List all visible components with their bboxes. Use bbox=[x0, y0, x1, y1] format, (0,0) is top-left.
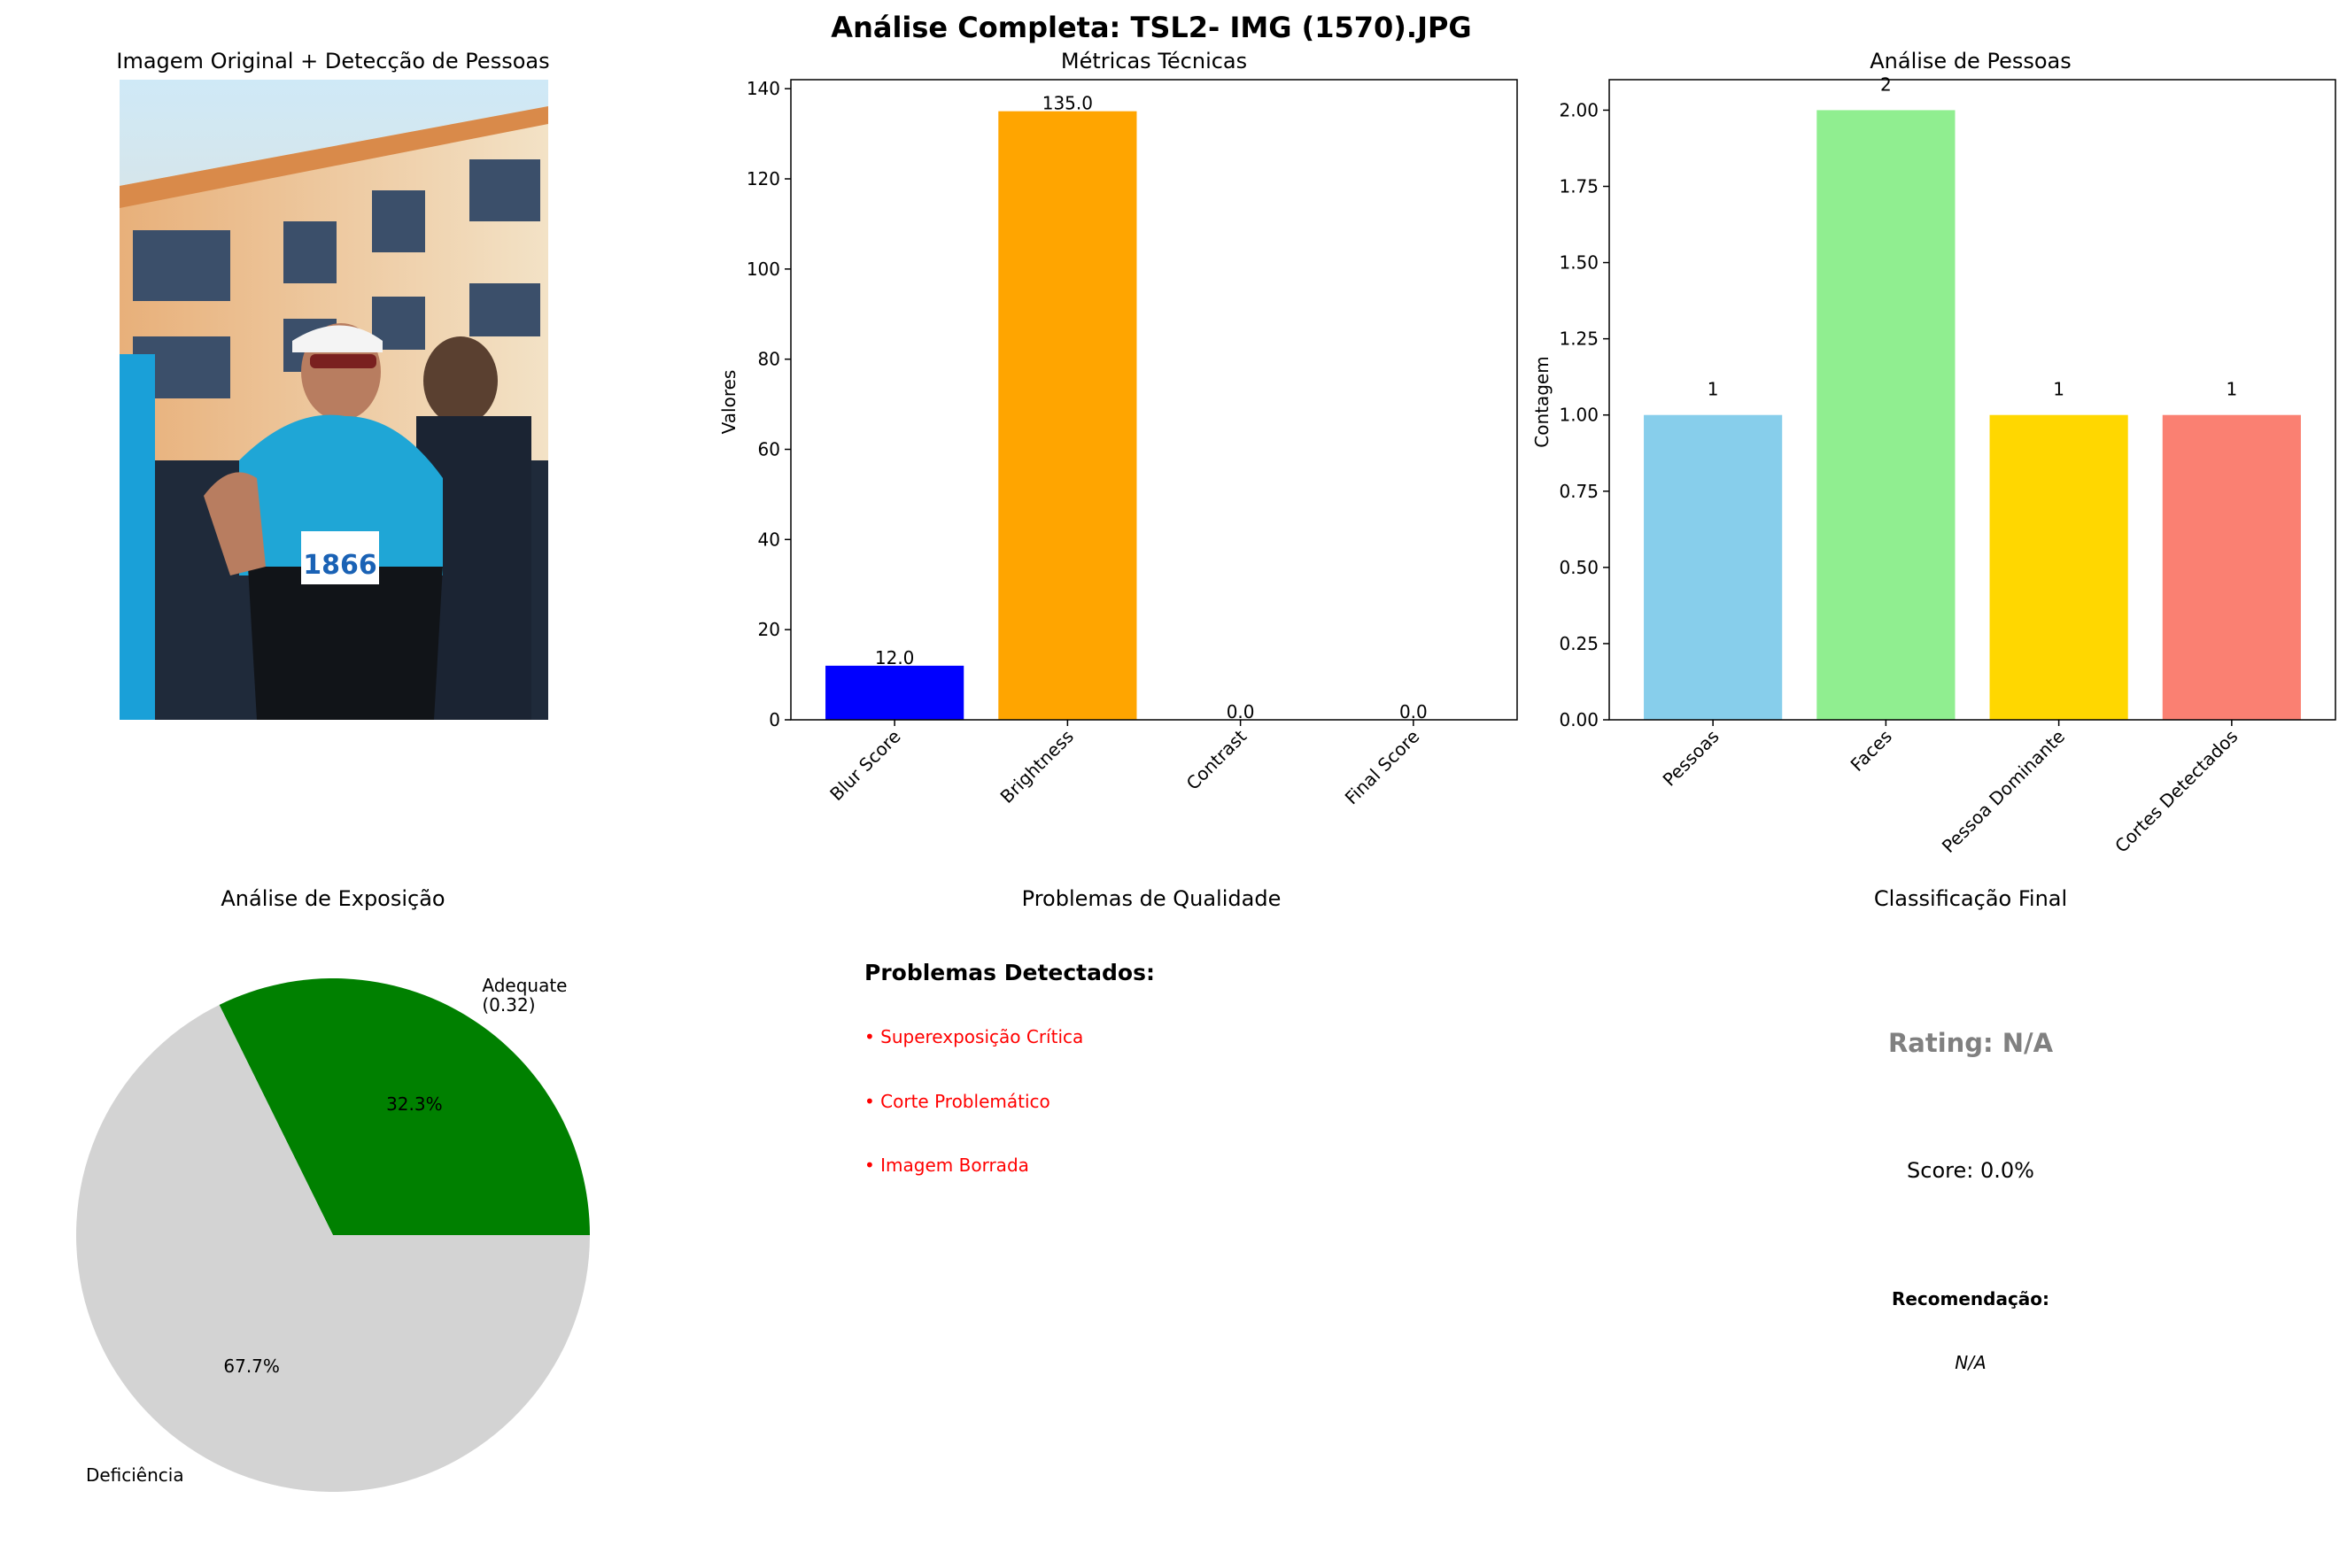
classificacao-panel: Classificação Final Rating: N/A Score: 0… bbox=[1874, 886, 2067, 1373]
problema-item: • Corte Problemático bbox=[864, 1091, 1050, 1112]
x-tick-label: Faces bbox=[1847, 726, 1896, 776]
chart-pessoas: Análise de Pessoas Contagem 1 2 1 1 Pessoas… bbox=[1531, 49, 2336, 857]
rating-text: Rating: N/A bbox=[1888, 1028, 2054, 1058]
chart-exposicao: Análise de Exposição 32.3% Adequate (0.32)… bbox=[76, 886, 591, 1493]
y-tick-label: 20 bbox=[758, 619, 780, 640]
bar-cortes-detectados bbox=[2162, 414, 2301, 720]
x-tick-label: Contrast bbox=[1182, 725, 1251, 794]
y-tick-label: 80 bbox=[758, 349, 780, 370]
bar-faces bbox=[1816, 110, 1956, 720]
y-tick-label: 0.75 bbox=[1559, 481, 1599, 502]
y-tick-label: 60 bbox=[758, 439, 780, 460]
x-tick-label: Blur Score bbox=[825, 726, 904, 805]
y-tick-label: 1.25 bbox=[1559, 328, 1599, 350]
photo-title: Imagem Original + Detecção de Pessoas bbox=[116, 49, 549, 73]
bar-pessoa-dominante bbox=[1989, 414, 2128, 720]
y-tick-label: 0.00 bbox=[1559, 709, 1599, 730]
bar-value-label: 135.0 bbox=[1042, 93, 1093, 114]
classificacao-title: Classificação Final bbox=[1874, 886, 2067, 911]
problema-item: • Imagem Borrada bbox=[864, 1155, 1029, 1176]
y-tick-label: 0.50 bbox=[1559, 557, 1599, 578]
chart-metricas-ylabel: Valores bbox=[718, 370, 740, 435]
pie-pct-label: 67.7% bbox=[223, 1356, 280, 1377]
bar-pessoas bbox=[1644, 414, 1783, 720]
problema-item: • Superexposição Crítica bbox=[864, 1026, 1083, 1047]
bar-value-label: 0.0 bbox=[1399, 701, 1428, 722]
bar-value-label: 0.0 bbox=[1227, 701, 1255, 722]
pie-slice-deficiencia bbox=[76, 1004, 590, 1493]
problemas-title: Problemas de Qualidade bbox=[1022, 886, 1282, 911]
bar-value-label: 1 bbox=[1708, 379, 1719, 400]
y-tick-label: 1.00 bbox=[1559, 405, 1599, 426]
chart-exposicao-title: Análise de Exposição bbox=[221, 886, 445, 911]
x-tick-label: Pessoas bbox=[1659, 726, 1723, 791]
y-tick-label: 0.25 bbox=[1559, 633, 1599, 654]
chart-pessoas-title: Análise de Pessoas bbox=[1870, 49, 2071, 73]
y-tick-label: 0 bbox=[769, 709, 780, 730]
y-tick-label: 1.50 bbox=[1559, 252, 1599, 274]
y-tick-label: 140 bbox=[747, 78, 780, 99]
chart-metricas: Métricas Técnicas Valores 12.0 135.0 0.0 0.… bbox=[718, 49, 1518, 809]
chart-pessoas-ylabel: Contagem bbox=[1531, 356, 1553, 447]
pie-slice-adequate bbox=[219, 978, 591, 1235]
bar-value-label: 1 bbox=[2053, 379, 2064, 400]
score-text: Score: 0.0% bbox=[1907, 1158, 2034, 1183]
chart-metricas-frame bbox=[790, 79, 1518, 721]
bar-value-label: 12.0 bbox=[875, 647, 915, 668]
recommendation-label: Recomendação: bbox=[1892, 1288, 2049, 1309]
problemas-heading: Problemas Detectados: bbox=[864, 960, 1155, 985]
pie-slice-label: Deficiência bbox=[86, 1464, 184, 1486]
bar-value-label: 2 bbox=[1880, 73, 1892, 95]
figure-suptitle: Análise Completa: TSL2- IMG (1570).JPG bbox=[831, 11, 1471, 44]
x-tick-label: Brightness bbox=[996, 726, 1078, 807]
x-tick-label: Pessoa Dominante bbox=[1938, 726, 2069, 857]
pie-slice-label: Adequate (0.32) bbox=[482, 975, 567, 1016]
bar-brightness bbox=[998, 111, 1137, 720]
bib-number: 1866 bbox=[303, 550, 377, 581]
chart-metricas-title: Métricas Técnicas bbox=[1061, 49, 1247, 73]
x-tick-label: Cortes Detectados bbox=[2111, 726, 2242, 857]
y-tick-label: 120 bbox=[747, 168, 780, 189]
recommendation-value: N/A bbox=[1955, 1352, 1986, 1373]
problemas-panel: Problemas de Qualidade Problemas Detecta… bbox=[864, 886, 1281, 1176]
bar-blur-score bbox=[825, 665, 964, 720]
y-tick-label: 100 bbox=[747, 259, 780, 280]
x-tick-label: Final Score bbox=[1341, 726, 1424, 809]
photo-panel: Imagem Original + Detecção de Pessoas bbox=[116, 49, 550, 720]
y-tick-label: 40 bbox=[758, 529, 780, 550]
y-tick-label: 1.75 bbox=[1559, 176, 1599, 197]
bar-value-label: 1 bbox=[2226, 379, 2237, 400]
y-tick-label: 2.00 bbox=[1559, 99, 1599, 120]
pie-pct-label: 32.3% bbox=[386, 1093, 443, 1115]
runner-photo: 1866 bbox=[120, 80, 548, 720]
chart-pessoas-frame bbox=[1608, 79, 2336, 721]
